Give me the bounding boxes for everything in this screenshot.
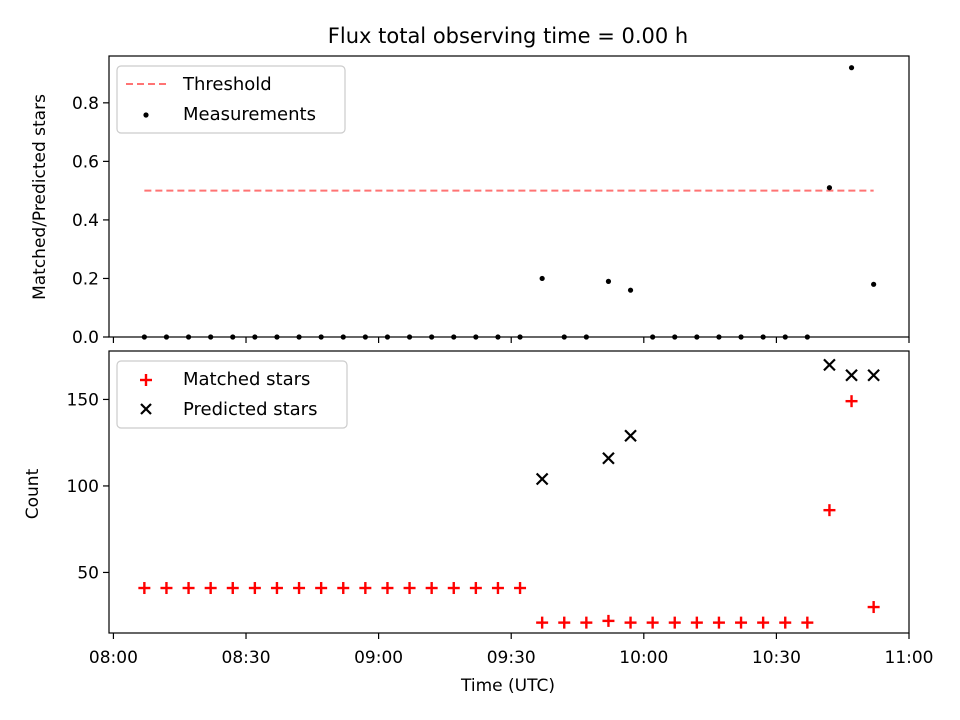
matched-stars-point xyxy=(469,582,482,595)
x-tick-label: 10:00 xyxy=(619,648,668,668)
top-chart-title: Flux total observing time = 0.00 h xyxy=(328,24,688,48)
matched-stars-point xyxy=(491,582,504,595)
matched-stars-point xyxy=(624,616,637,629)
legend-label-threshold: Threshold xyxy=(182,74,272,95)
measurement-point xyxy=(605,278,612,284)
x-tick-label: 09:30 xyxy=(487,648,536,668)
predicted-stars-point xyxy=(823,358,836,372)
matched-stars-point xyxy=(757,616,770,629)
matched-stars-point xyxy=(182,582,195,595)
matched-stars-point xyxy=(447,582,460,595)
matched-stars-point xyxy=(403,582,416,595)
matched-stars-point xyxy=(381,582,394,595)
matched-stars-point xyxy=(735,616,748,629)
predicted-stars-point xyxy=(535,472,549,486)
x-tick-label: 08:30 xyxy=(222,648,271,668)
bottom-y-tick-label: 150 xyxy=(67,390,99,410)
matched-stars-point xyxy=(514,582,527,595)
legend-label-predicted-stars: Predicted stars xyxy=(183,399,317,420)
matched-stars-point xyxy=(315,582,328,595)
matched-stars-point xyxy=(668,616,681,629)
top-y-axis-label: Matched/Predicted stars xyxy=(30,94,50,300)
matched-stars-point xyxy=(160,582,173,595)
matched-stars-point xyxy=(204,582,217,595)
bottom-legend[interactable]: Matched stars Predicted stars xyxy=(116,360,348,429)
top-legend[interactable]: Threshold Measurements xyxy=(116,65,346,134)
bottom-y-ticks: 50 100 150 xyxy=(67,390,109,583)
matched-stars-point xyxy=(845,395,858,408)
top-y-tick-label: 0.4 xyxy=(72,211,99,231)
matched-stars-legend-swatch xyxy=(140,374,152,386)
top-y-tick-label: 0.2 xyxy=(72,269,99,289)
bottom-x-ticks: 08:00 08:30 09:00 09:30 10:00 10:30 11:00 xyxy=(89,633,934,668)
bottom-legend-box xyxy=(116,360,348,429)
bottom-plot-frame xyxy=(108,350,910,634)
matched-stars-point xyxy=(867,601,880,614)
matched-stars-point xyxy=(425,582,438,595)
matched-stars-point xyxy=(690,616,703,629)
matched-stars-point xyxy=(359,582,372,595)
measurements-legend-swatch xyxy=(143,112,149,118)
top-plot-frame xyxy=(108,55,910,338)
measurement-point xyxy=(539,275,545,282)
top-y-tick-label: 0.6 xyxy=(72,152,99,172)
x-tick-label: 08:00 xyxy=(89,648,138,668)
matched-stars-point xyxy=(646,616,659,629)
measurement-point xyxy=(848,65,855,71)
matched-stars-point xyxy=(270,582,283,595)
measurement-point xyxy=(627,287,634,293)
x-tick-label: 09:00 xyxy=(354,648,403,668)
bottom-marks xyxy=(138,358,880,629)
bottom-y-tick-label: 100 xyxy=(67,477,99,497)
legend-label-measurements: Measurements xyxy=(183,104,316,125)
top-x-ticks xyxy=(112,337,910,343)
matched-stars-point xyxy=(536,616,549,629)
matched-stars-point xyxy=(337,582,350,595)
predicted-stars-point xyxy=(624,429,637,443)
matched-stars-point xyxy=(823,504,836,517)
predicted-stars-point xyxy=(602,451,615,465)
measurement-point xyxy=(826,185,833,191)
bottom-panel: 50 100 150 08:00 08:30 09:00 09:30 10:00 10:30 1… xyxy=(23,350,934,696)
top-y-tick-label: 0.0 xyxy=(72,328,99,348)
matched-stars-point xyxy=(248,582,261,595)
matched-stars-point xyxy=(801,616,814,629)
predicted-stars-legend-swatch xyxy=(140,403,152,415)
matched-stars-point xyxy=(293,582,306,595)
matched-stars-point xyxy=(602,614,615,627)
top-legend-box xyxy=(116,65,346,134)
x-tick-label: 11:00 xyxy=(885,648,934,668)
matched-stars-point xyxy=(138,582,151,595)
matched-stars-point xyxy=(779,616,792,629)
bottom-y-axis-label: Count xyxy=(23,468,43,519)
matched-stars-point xyxy=(580,616,593,629)
measurement-point xyxy=(871,281,877,287)
matched-stars-point xyxy=(226,582,239,595)
legend-label-matched-stars: Matched stars xyxy=(183,369,310,390)
predicted-stars-point xyxy=(867,368,880,382)
x-tick-label: 10:30 xyxy=(752,648,801,668)
predicted-stars-point xyxy=(845,368,858,382)
top-y-ticks: 0.0 0.2 0.4 0.6 0.8 xyxy=(72,94,109,348)
x-axis-label: Time (UTC) xyxy=(460,676,555,696)
top-y-tick-label: 0.8 xyxy=(72,94,99,114)
matched-stars-point xyxy=(558,616,571,629)
matched-stars-point xyxy=(712,616,725,629)
top-panel: 0.00.20.40.60.8 Matched/Predicted stars … xyxy=(30,55,910,348)
bottom-y-tick-label: 50 xyxy=(77,563,99,583)
